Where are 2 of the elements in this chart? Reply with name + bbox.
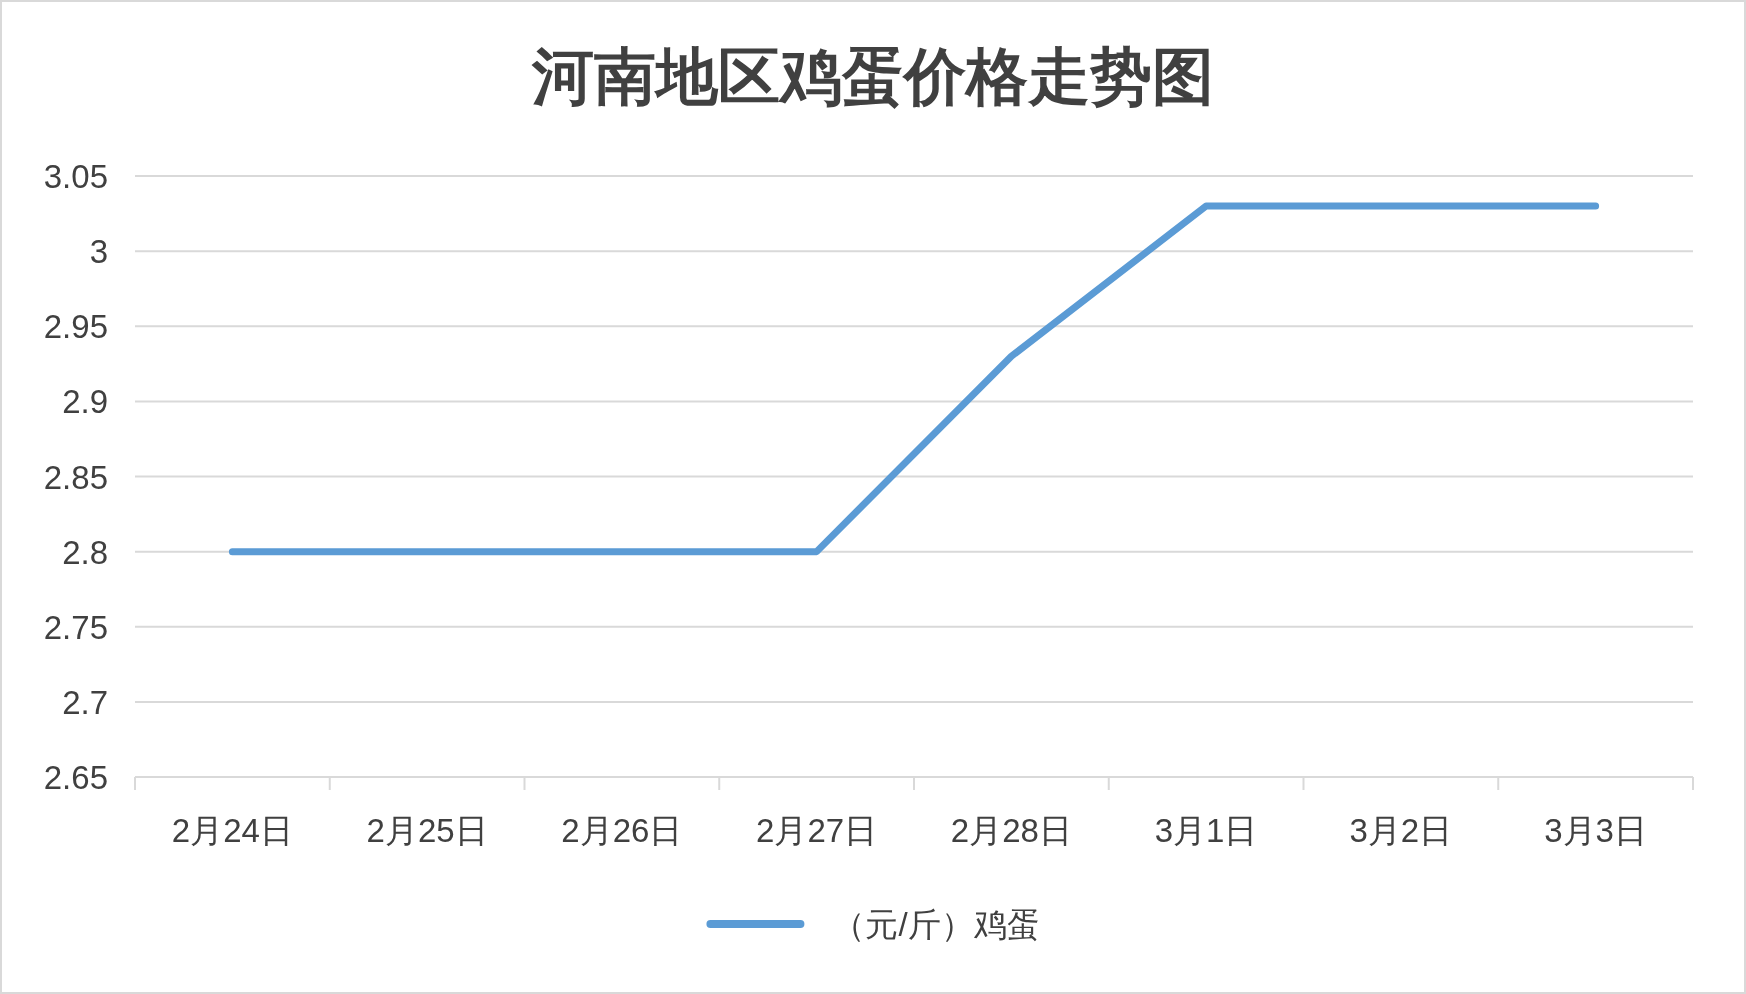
title: 河南地区鸡蛋价格走势图 — [532, 43, 1214, 111]
legend-label: （元/斤）鸡蛋 — [832, 906, 1040, 943]
